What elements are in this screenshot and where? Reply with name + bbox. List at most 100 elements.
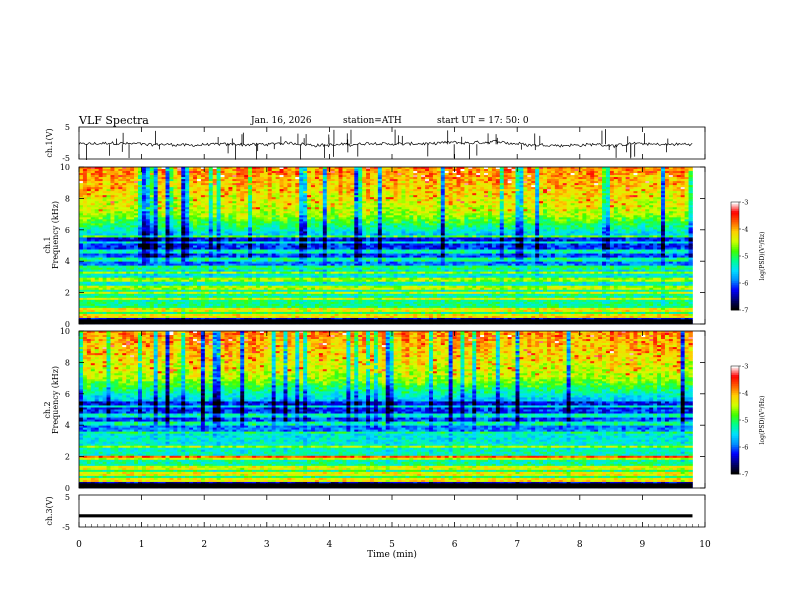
spectrogram-cell bbox=[452, 221, 457, 224]
spectrogram-cell bbox=[421, 197, 426, 200]
spectrogram-cell bbox=[515, 219, 520, 222]
spectrogram-cell bbox=[338, 209, 343, 212]
spectrogram-cell bbox=[684, 167, 689, 170]
spectrogram-cell bbox=[350, 219, 355, 222]
spectrogram-cell bbox=[511, 195, 516, 198]
spectrogram-cell bbox=[519, 189, 524, 192]
spectrogram-cell bbox=[511, 189, 516, 192]
spectrogram-cell bbox=[204, 217, 210, 220]
spectrogram-cell bbox=[236, 167, 241, 170]
spectrogram-cell bbox=[189, 181, 194, 184]
spectrogram-cell bbox=[303, 223, 308, 226]
spectrogram-cell bbox=[346, 227, 351, 230]
spectrogram-cell bbox=[452, 211, 457, 214]
spectrogram-cell bbox=[641, 205, 646, 208]
spectrogram-cell bbox=[409, 197, 414, 200]
spectrogram-cell bbox=[228, 215, 233, 218]
spectrogram-cell bbox=[106, 199, 111, 202]
spectrogram-cell bbox=[161, 187, 166, 190]
spectrogram-cell bbox=[287, 219, 292, 222]
spectrogram-cell bbox=[554, 167, 560, 170]
spectrogram-cell bbox=[503, 227, 508, 230]
spectrogram-cell bbox=[421, 199, 426, 202]
spectrogram-cell bbox=[456, 211, 461, 214]
spectrogram-cell bbox=[134, 203, 139, 206]
spectrogram-cell bbox=[527, 167, 532, 170]
spectrogram-cell bbox=[633, 225, 638, 228]
spectrogram-cell bbox=[554, 177, 560, 180]
spectrogram-cell bbox=[621, 203, 626, 206]
spectrogram-cell bbox=[401, 217, 406, 220]
spectrogram-cell bbox=[637, 179, 642, 182]
spectrogram-cell bbox=[425, 175, 430, 178]
spectrogram-cell bbox=[295, 213, 300, 216]
spectrogram-cell bbox=[413, 167, 418, 170]
spectrogram-cell bbox=[134, 223, 139, 226]
spectrogram-cell bbox=[645, 197, 650, 200]
spectrogram-cell bbox=[409, 227, 414, 230]
spectrogram-cell bbox=[137, 225, 143, 228]
spectrogram-cell bbox=[126, 167, 131, 170]
spectrogram-cell bbox=[645, 203, 650, 206]
spectrogram-cell bbox=[86, 179, 92, 182]
spectrogram-cell bbox=[684, 195, 689, 198]
spectrogram-cell bbox=[421, 223, 426, 226]
spectrogram-cell bbox=[145, 173, 151, 176]
spectrogram-cell bbox=[546, 181, 552, 184]
spectrogram-cell bbox=[668, 191, 674, 194]
spectrogram-cell bbox=[598, 193, 603, 196]
spectrogram-cell bbox=[342, 171, 347, 174]
spectrogram-cell bbox=[358, 173, 363, 176]
spectrogram-cell bbox=[385, 169, 391, 172]
spectrogram-cell bbox=[137, 229, 143, 232]
spectrogram-cell bbox=[248, 171, 253, 174]
spectrogram-cell bbox=[204, 219, 210, 222]
spectrogram-cell bbox=[680, 211, 685, 214]
spectrogram-cell bbox=[153, 187, 158, 190]
spectrogram-cell bbox=[672, 211, 678, 214]
spectrogram-cell bbox=[255, 191, 261, 194]
spectrogram-cell bbox=[515, 221, 520, 224]
spectrogram-cell bbox=[279, 185, 284, 188]
spectrogram-cell bbox=[189, 185, 194, 188]
spectrogram-cell bbox=[362, 215, 367, 218]
spectrogram-cell bbox=[185, 191, 190, 194]
spectrogram-cell bbox=[672, 179, 678, 182]
spectrogram-cell bbox=[617, 199, 623, 202]
spectrogram-cell bbox=[110, 207, 115, 210]
spectrogram-cell bbox=[299, 175, 304, 178]
spectrogram-cell bbox=[657, 187, 662, 190]
spectrogram-cell bbox=[314, 211, 320, 214]
spectrogram-cell bbox=[295, 169, 300, 172]
spectrogram-cell bbox=[539, 195, 544, 198]
spectrogram-cell bbox=[468, 205, 473, 208]
spectrogram-cell bbox=[625, 201, 630, 204]
spectrogram-cell bbox=[358, 223, 363, 226]
spectrogram-cell bbox=[397, 223, 402, 226]
spectrogram-cell bbox=[609, 205, 615, 208]
spectrogram-cell bbox=[326, 211, 332, 214]
spectrogram-cell bbox=[554, 227, 560, 230]
spectrogram-cell bbox=[432, 203, 438, 206]
spectrogram-cell bbox=[613, 195, 619, 198]
spectrogram-cell bbox=[173, 215, 178, 218]
spectrogram-cell bbox=[342, 197, 347, 200]
spectrogram-cell bbox=[590, 217, 595, 220]
spectrogram-cell bbox=[137, 177, 143, 180]
spectrogram-cell bbox=[122, 229, 127, 232]
spectrogram-cell bbox=[641, 175, 646, 178]
spectrogram-cell bbox=[688, 197, 693, 200]
spectrogram-cell bbox=[590, 187, 595, 190]
spectrogram-cell bbox=[381, 221, 387, 224]
spectrogram-cell bbox=[605, 227, 611, 230]
spectrogram-cell bbox=[118, 183, 123, 186]
spectrogram-cell bbox=[370, 179, 375, 182]
spectrogram-cell bbox=[401, 191, 406, 194]
spectrogram-cell bbox=[676, 167, 682, 170]
spectrogram-cell bbox=[255, 215, 261, 218]
spectrogram-cell bbox=[232, 185, 237, 188]
spectrogram-cell bbox=[578, 181, 583, 184]
spectrogram-cell bbox=[602, 223, 607, 226]
spectrogram-cell bbox=[252, 227, 257, 230]
spectrogram-cell bbox=[252, 173, 257, 176]
